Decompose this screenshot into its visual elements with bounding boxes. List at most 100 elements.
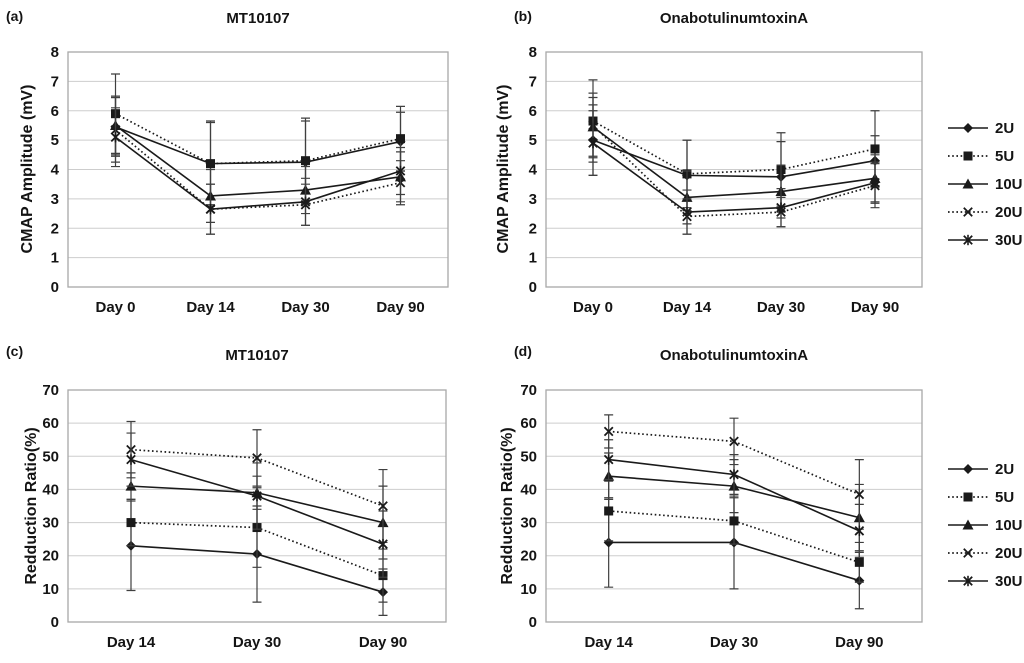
x-tick-label: Day 30 bbox=[710, 634, 758, 651]
panel-letter-a: (a) bbox=[6, 8, 24, 24]
panel-b-series-20U bbox=[588, 92, 880, 235]
legend-item-label: 5U bbox=[995, 147, 1015, 165]
y-tick-label: 60 bbox=[42, 415, 59, 432]
chart-panel-d: 0 10 20 30 40 50 60 70 Day 14 Day 30 Day 90 bbox=[520, 382, 923, 651]
legend-key-asterisk-icon bbox=[948, 234, 988, 246]
panel-a-series-20U bbox=[110, 96, 406, 235]
legend-item-2u: 2U bbox=[948, 114, 1023, 142]
series-line bbox=[115, 124, 401, 197]
panel-letter-b: (b) bbox=[514, 8, 532, 24]
marker-x bbox=[854, 489, 865, 500]
x-tick-label: Day 14 bbox=[107, 634, 156, 651]
marker-x bbox=[963, 207, 973, 217]
series-line bbox=[115, 126, 401, 165]
legend-item-label: 2U bbox=[995, 460, 1015, 478]
y-tick-label: 2 bbox=[51, 220, 59, 237]
marker-square bbox=[604, 506, 614, 516]
y-tick-label: 70 bbox=[520, 382, 537, 399]
marker-square bbox=[301, 156, 310, 166]
legend-item-10u: 10U bbox=[948, 170, 1023, 198]
marker-square bbox=[206, 159, 215, 169]
panel-c-series-30U bbox=[126, 432, 388, 578]
legend-key-diamond-icon bbox=[948, 464, 988, 474]
legend-key-square-icon bbox=[948, 492, 988, 502]
panel-title-b: OnabotulinumtoxinA bbox=[659, 10, 809, 27]
chart-panel-b: 0 1 2 3 4 5 6 7 8 Day 0 Day 14 Day 30 Day 90 bbox=[529, 44, 923, 316]
legend-item-5u: 5U bbox=[948, 483, 1023, 511]
y-tick-label: 2 bbox=[529, 220, 537, 237]
chart-panel-a: 0 1 2 3 4 5 6 7 8 Day 0 Day 14 Day 30 Day 90 bbox=[51, 44, 449, 316]
y-tick-label: 10 bbox=[42, 581, 59, 598]
marker-square bbox=[963, 151, 973, 161]
legend-item-label: 20U bbox=[995, 203, 1023, 221]
x-tick-label: Day 90 bbox=[359, 634, 407, 651]
y-tick-label: 5 bbox=[51, 132, 59, 149]
series-line bbox=[592, 139, 876, 178]
x-tick-label: Day 14 bbox=[186, 299, 235, 316]
legend-item-label: 10U bbox=[995, 516, 1023, 534]
panel-a-series-30U bbox=[110, 107, 406, 235]
y-tick-label: 8 bbox=[51, 44, 59, 61]
legend-item-label: 30U bbox=[995, 231, 1023, 249]
panel-b-series-5U bbox=[588, 79, 880, 209]
panel-a-series-10U bbox=[110, 95, 406, 223]
legend-item-10u: 10U bbox=[948, 511, 1023, 539]
legend-key-square-icon bbox=[948, 151, 988, 161]
marker-x bbox=[963, 548, 973, 558]
y-tick-label: 0 bbox=[529, 614, 537, 631]
x-tick-label: Day 14 bbox=[584, 634, 633, 651]
y-axis-label-a: CMAP Amplitude (mV) bbox=[19, 84, 36, 254]
panel-a-series-5U bbox=[111, 73, 405, 207]
y-tick-label: 5 bbox=[529, 132, 537, 149]
legend-item-5u: 5U bbox=[948, 142, 1023, 170]
y-tick-label: 6 bbox=[51, 103, 59, 120]
y-tick-label: 50 bbox=[42, 448, 59, 465]
marker-diamond bbox=[603, 537, 614, 548]
series-line bbox=[592, 126, 876, 199]
panel-a-series-2U bbox=[110, 96, 406, 206]
legend-item-2u: 2U bbox=[948, 455, 1023, 483]
legend-item-20u: 20U bbox=[948, 539, 1023, 567]
y-axis-label-b: CMAP Amplitude (mV) bbox=[495, 84, 512, 254]
marker-x bbox=[729, 436, 739, 447]
legend-item-30u: 30U bbox=[948, 226, 1023, 254]
y-tick-label: 7 bbox=[529, 73, 537, 90]
x-tick-label: Day 14 bbox=[663, 299, 712, 316]
x-tick-label: Day 90 bbox=[835, 634, 883, 651]
plot-border bbox=[67, 51, 449, 288]
legend-key-diamond-icon bbox=[948, 123, 988, 133]
y-tick-label: 40 bbox=[42, 481, 59, 498]
x-tick-label: Day 90 bbox=[376, 299, 424, 316]
panel-title-d: OnabotulinumtoxinA bbox=[659, 347, 809, 364]
y-axis-label-d: Redduction Ratio(%) bbox=[499, 427, 516, 585]
y-tick-label: 1 bbox=[529, 250, 537, 267]
legend-bottom: 2U 5U 10U 20U 30U bbox=[948, 455, 1023, 595]
plot-border bbox=[67, 389, 447, 623]
marker-x bbox=[603, 426, 614, 437]
x-tick-label: Day 90 bbox=[851, 299, 899, 316]
panel-letter-d: (d) bbox=[514, 343, 532, 359]
x-tick-label: Day 0 bbox=[95, 299, 135, 316]
marker-x bbox=[252, 453, 262, 463]
y-tick-label: 20 bbox=[42, 548, 59, 565]
y-tick-label: 60 bbox=[520, 415, 537, 432]
marker-square bbox=[126, 518, 136, 528]
legend-top: 2U 5U 10U 20U 30U bbox=[948, 114, 1023, 254]
marker-square bbox=[963, 492, 973, 502]
marker-diamond bbox=[963, 123, 973, 133]
marker-square bbox=[870, 144, 880, 154]
legend-key-triangle-icon bbox=[948, 178, 988, 189]
x-tick-label: Day 30 bbox=[757, 299, 805, 316]
series-line bbox=[592, 142, 876, 213]
chart-panel-c: 0 10 20 30 40 50 60 70 Day 14 Day 30 Day 90 bbox=[42, 382, 447, 651]
y-tick-label: 0 bbox=[51, 279, 59, 296]
y-tick-label: 3 bbox=[529, 191, 537, 208]
series-line bbox=[115, 136, 401, 210]
legend-item-label: 20U bbox=[995, 544, 1023, 562]
marker-x bbox=[378, 501, 388, 511]
y-tick-label: 3 bbox=[51, 191, 59, 208]
series-line bbox=[115, 112, 401, 165]
panel-b-series-30U bbox=[588, 110, 880, 235]
